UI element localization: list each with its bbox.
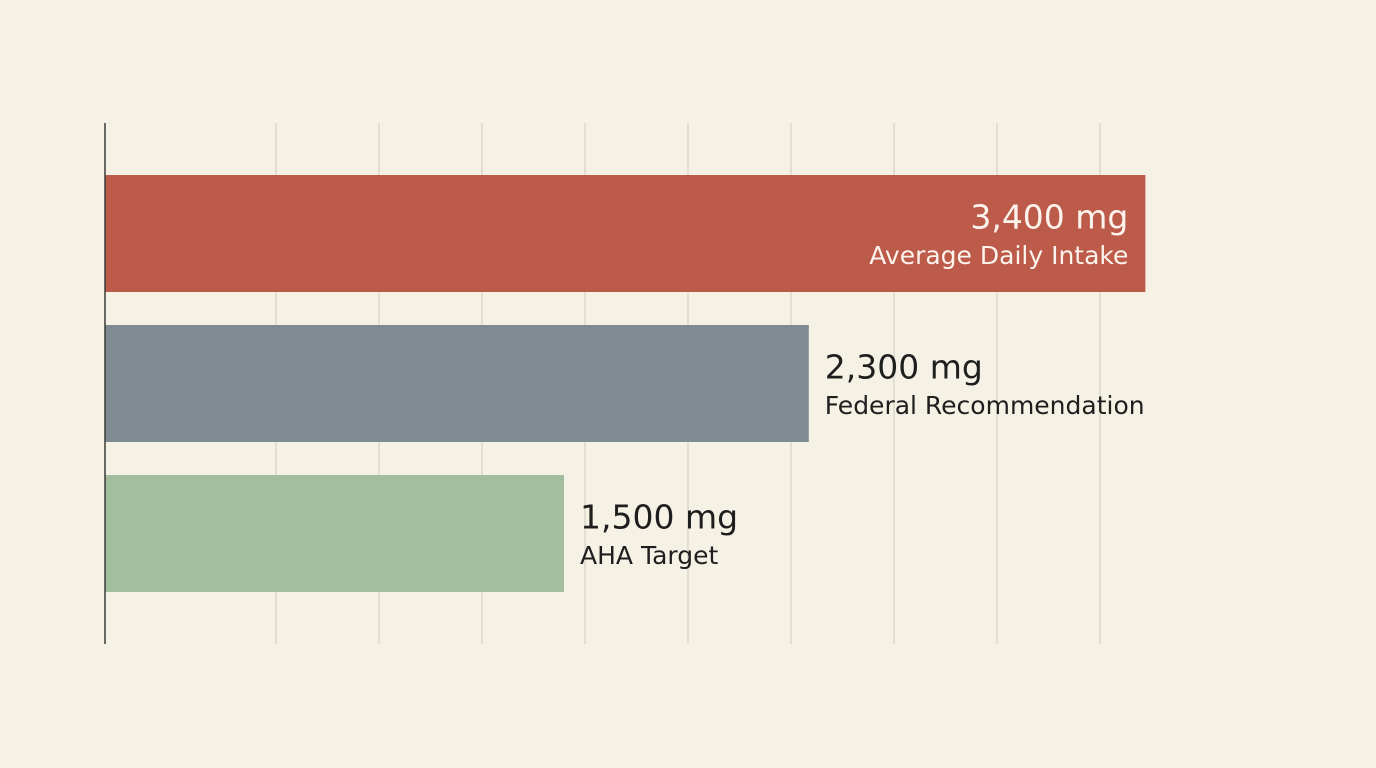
value-label: 3,400 mg — [970, 198, 1128, 237]
bar — [105, 175, 1146, 292]
bars — [105, 175, 1146, 592]
category-label: AHA Target — [580, 541, 718, 570]
bar — [105, 475, 564, 592]
labels: 3,400 mg Average Daily Intake 2,300 mg Fede… — [580, 198, 1145, 571]
category-label: Federal Recommendation — [825, 391, 1145, 420]
category-label: Average Daily Intake — [869, 241, 1128, 270]
value-label: 1,500 mg — [580, 498, 738, 537]
bar — [105, 325, 809, 442]
value-label: 2,300 mg — [825, 348, 983, 387]
